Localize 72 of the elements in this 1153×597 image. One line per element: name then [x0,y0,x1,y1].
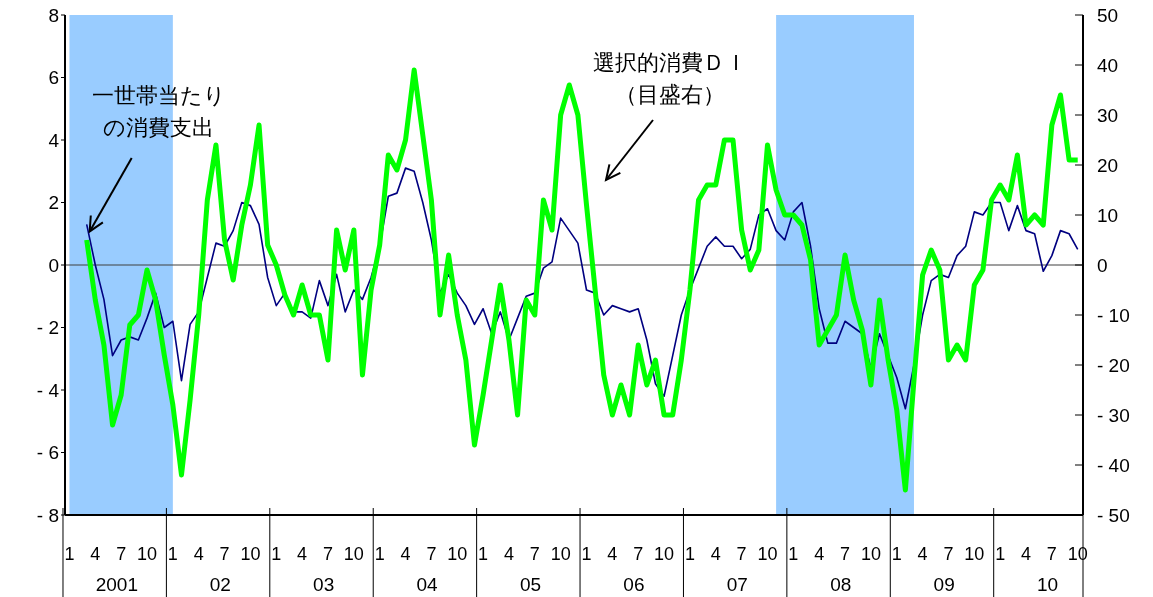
x-tick-label: 7 [219,543,230,564]
x-tick-label: 7 [116,543,127,564]
x-tick-label: 10 [550,543,571,564]
x-tick-label: 1 [581,543,592,564]
x-tick-label: 4 [814,543,825,564]
x-tick-label: 4 [1021,543,1032,564]
x-tick-label: 4 [400,543,411,564]
x-tick-label: 1 [271,543,282,564]
y-tick-label: 8 [48,4,59,26]
y2-tick-label: - 40 [1097,454,1130,476]
x-tick-label: 4 [917,543,928,564]
y-tick-label: 0 [48,254,59,276]
x-tick-label: 7 [736,543,747,564]
y2-tick-label: 20 [1097,154,1119,176]
x-tick-label: 1 [788,543,799,564]
y2-tick-label: - 50 [1097,504,1130,526]
x-tick-label: 10 [860,543,881,564]
y-tick-label: 2 [48,192,59,214]
x-tick-label: 7 [633,543,644,564]
text: 05 [519,574,542,595]
text: 10 [1036,574,1059,595]
text: 07 [726,574,748,595]
y2-tick-label: 30 [1097,104,1119,126]
text: 06 [623,574,645,595]
x-tick-label: 10 [654,543,675,564]
x-tick-label: 10 [240,543,261,564]
x-tick-label: 10 [136,543,158,564]
x-tick-label: 4 [297,543,308,564]
x-tick-label: 10 [343,543,364,564]
x-tick-label: 4 [193,543,204,564]
x-tick-label: 10 [447,543,468,564]
y-tick-label: - 4 [36,379,60,401]
text: 03 [313,574,335,595]
text: 09 [933,574,955,595]
x-tick-label: 4 [90,543,101,564]
x-tick-label: 7 [840,543,851,564]
y2-tick-label: 40 [1097,54,1119,76]
text: 02 [209,574,231,595]
x-tick-label: 4 [503,543,514,564]
y2-tick-label: - 20 [1097,354,1130,376]
x-tick-label: 1 [684,543,695,564]
series-label: 選択的消費ＤＩ（目盛右） [593,50,747,107]
x-tick-label: 7 [426,543,437,564]
x-tick-label: 10 [964,543,985,564]
y2-tick-label: - 10 [1097,304,1130,326]
y-tick-label: 6 [48,67,59,89]
text: 08 [830,574,852,595]
y2-tick-label: 50 [1097,4,1119,26]
x-tick-label: 1 [478,543,489,564]
x-tick-label: 10 [1067,543,1088,564]
text: 2001 [95,574,138,595]
x-tick-label: 7 [529,543,540,564]
x-tick-label: 10 [757,543,778,564]
y2-tick-label: 10 [1097,204,1119,226]
x-tick-label: 4 [710,543,721,564]
x-tick-label: 4 [607,543,618,564]
y-tick-label: 4 [48,129,60,151]
x-tick-label: 1 [891,543,902,564]
y-tick-label: - 6 [36,442,59,464]
x-tick-label: 7 [322,543,333,564]
y2-tick-label: 0 [1097,254,1108,276]
text: 04 [416,574,439,595]
x-tick-label: 1 [374,543,385,564]
x-tick-label: 7 [943,543,954,564]
text: 一世帯当たりの消費支出 [91,83,226,140]
y2-tick-label: - 30 [1097,404,1130,426]
x-tick-label: 7 [1046,543,1057,564]
x-tick-label: 1 [167,543,178,564]
x-tick-label: 1 [995,543,1006,564]
y-tick-label: - 2 [36,317,59,339]
y-tick-label: - 8 [36,504,59,526]
x-tick-label: 1 [64,543,75,564]
